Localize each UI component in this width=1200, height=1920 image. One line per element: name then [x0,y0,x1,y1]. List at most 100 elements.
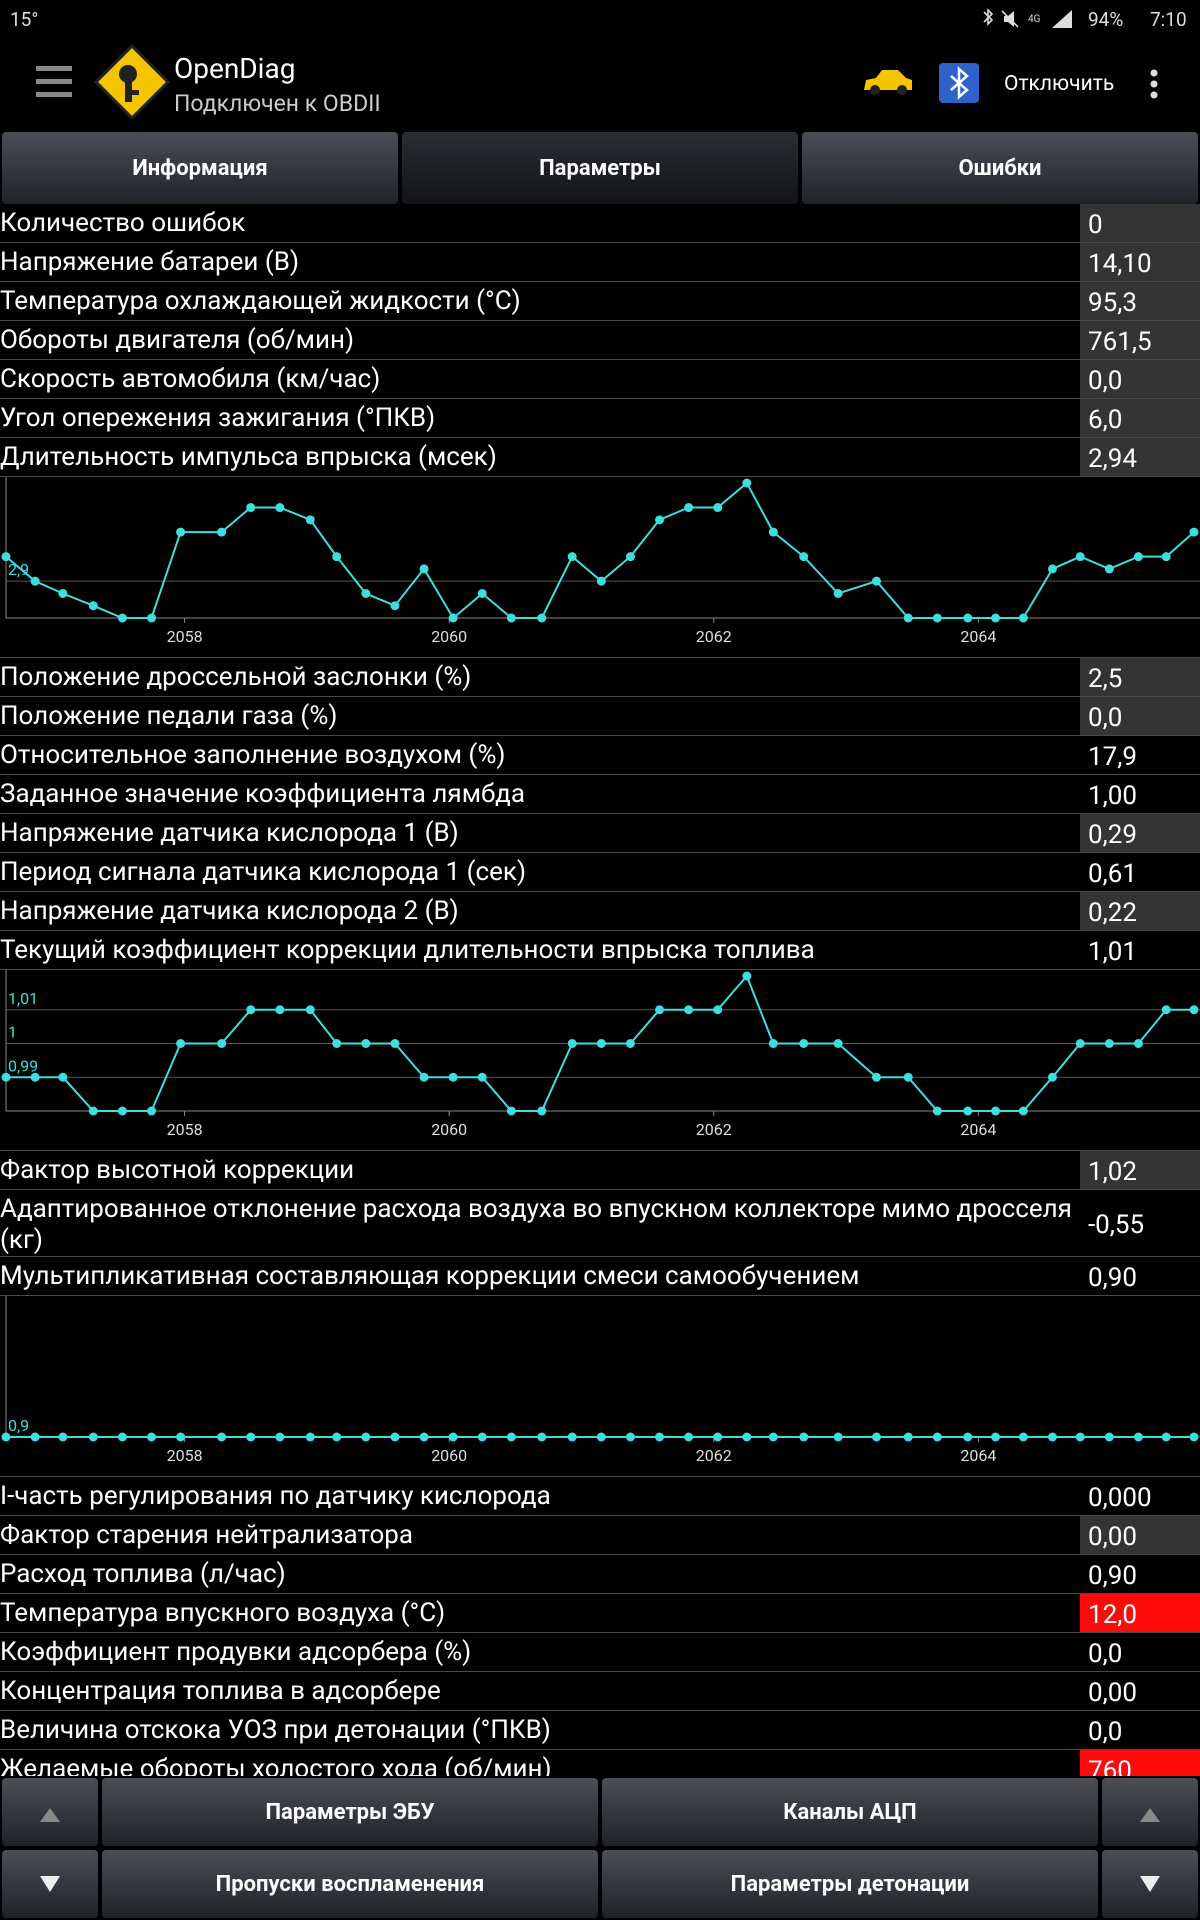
parameter-label: Адаптированное отклонение расхода воздух… [0,1194,1072,1255]
data-point [713,1432,723,1442]
data-point [833,1432,843,1442]
scroll-button[interactable] [1102,1850,1198,1918]
data-point [1189,1432,1199,1442]
parameter-value: 0,90 [1088,1560,1137,1591]
data-point [903,613,913,623]
scroll-button[interactable] [2,1850,98,1918]
data-point [117,1106,127,1116]
data-point [1161,1005,1171,1015]
data-point [713,503,723,513]
parameter-row: Количество ошибок 0 [0,204,1200,243]
overflow-menu[interactable] [1148,68,1160,102]
data-point [477,1432,487,1442]
footer-button[interactable]: Параметры детонации [602,1850,1098,1918]
x-tick-label: 2058 [167,1120,203,1139]
battery: 94% [1088,8,1124,31]
parameter-value: 0 [1080,204,1200,242]
y-tick-label: 0,9 [8,1416,29,1435]
tab[interactable]: Информация [2,132,398,204]
parameter-row: Величина отскока УОЗ при детонации (°ПКВ… [0,1711,1200,1750]
data-point [117,613,127,623]
parameter-value: 6,0 [1080,399,1200,437]
data-point [176,527,186,537]
menu-button[interactable] [36,64,74,100]
data-point [1133,1432,1143,1442]
data-point [419,1432,429,1442]
data-point [871,1072,881,1082]
data-point [799,1039,809,1048]
parameter-value: 0,29 [1080,814,1200,852]
parameter-value: 95,3 [1080,282,1200,320]
data-point [390,1432,400,1442]
scroll-button[interactable] [2,1778,98,1846]
data-point [117,1432,127,1442]
parameter-row: Температура впускного воздуха (°C) 12,0 [0,1594,1200,1633]
data-point [332,1432,342,1442]
status-icons: 4G [983,8,1072,28]
data-point [871,1432,881,1442]
parameter-row: Напряжение батареи (В) 14,10 [0,243,1200,282]
parameter-label: Температура охлаждающей жидкости (°C) [0,286,521,316]
data-point [58,1432,68,1442]
data-point [1189,1005,1199,1015]
scroll-button[interactable] [1102,1778,1198,1846]
line-chart: 1,01 1 0,99 2058 2060 2062 2064 [0,970,1200,1151]
data-point [932,613,942,623]
footer-button[interactable]: Параметры ЭБУ [102,1778,598,1846]
data-point [684,1005,694,1015]
data-point [88,1106,98,1116]
app-logo [94,44,170,120]
data-point [147,613,157,623]
parameter-list: Количество ошибок 0 Напряжение батареи (В)… [0,204,1200,1776]
bluetooth-button[interactable] [938,62,980,104]
data-point [305,515,315,525]
parameter-row: Длительность импульса впрыска (мсек) 2,94 [0,438,1200,477]
data-point [30,1072,40,1082]
data-point [88,1432,98,1442]
data-point [361,1039,371,1048]
y-tick-label: 1 [8,1023,17,1042]
footer-button[interactable]: Пропуски воспламенения [102,1850,598,1918]
parameter-value: 0,00 [1080,1516,1200,1554]
x-tick-label: 2060 [431,1120,467,1139]
parameter-row: Положение дроссельной заслонки (%) 2,5 [0,658,1200,697]
data-point [833,1039,843,1048]
data-point [88,601,98,611]
tab[interactable]: Параметры [402,132,798,204]
parameter-row: I-часть регулирования по датчику кислоро… [0,1477,1200,1516]
arrow [1140,1876,1160,1892]
parameter-label: Длительность импульса впрыска (мсек) [0,442,497,472]
parameter-row: Концентрация топлива в адсорбере 0,00 [0,1672,1200,1711]
data-point [963,1432,973,1442]
data-point [932,1106,942,1116]
data-point [217,527,227,537]
data-point [833,588,843,598]
tab[interactable]: Ошибки [802,132,1198,204]
parameter-value: 0,0 [1080,360,1200,398]
parameter-value: 0,0 [1080,697,1200,735]
arrow-icon [1140,1876,1160,1892]
data-point [1189,527,1199,537]
parameter-row: Мультипликативная составляющая коррекции… [0,1257,1200,1296]
y-tick-label: 2,9 [8,560,29,579]
data-point [1018,1106,1028,1116]
data-point [30,576,40,586]
footer-button[interactable]: Каналы АЦП [602,1778,1098,1846]
car-icon [864,70,912,95]
data-point [742,1432,752,1442]
parameter-value: 0,90 [1088,1262,1137,1293]
data-point [58,1072,68,1082]
data-point [1104,1432,1114,1442]
data-point [506,1106,516,1116]
parameter-row: Адаптированное отклонение расхода воздух… [0,1190,1200,1257]
clock: 7:10 [1150,8,1187,31]
parameter-value: 0,0 [1088,1638,1123,1669]
app-bar: OpenDiag Подключен к OBDII Отключить [0,36,1200,132]
parameter-row: Относительное заполнение воздухом (%) 17,… [0,736,1200,775]
data-point [1075,1039,1085,1048]
parameter-value: -0,55 [1088,1209,1145,1240]
data-point [176,1432,186,1442]
parameter-label: Положение педали газа (%) [0,701,338,731]
disconnect-button[interactable]: Отключить [1004,72,1115,96]
